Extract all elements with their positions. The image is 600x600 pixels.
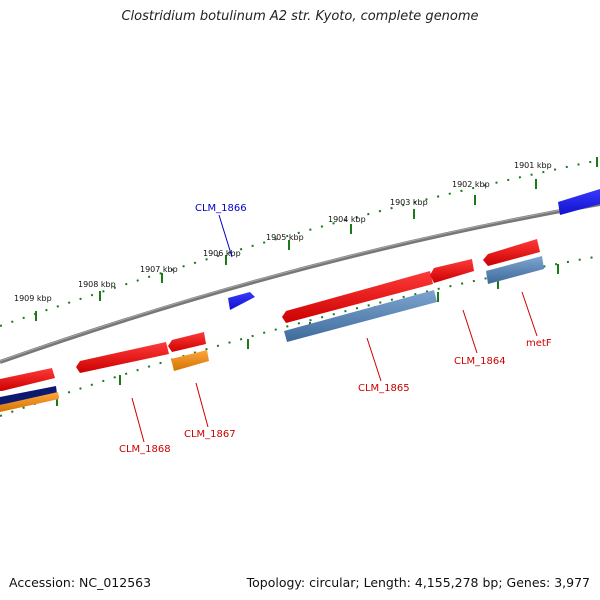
leader-CLM-1867 xyxy=(195,382,209,428)
genome-backbone-highlight xyxy=(0,202,600,362)
scale-label-1902: 1902 kbp xyxy=(452,180,490,189)
scale-label-1907: 1907 kbp xyxy=(140,265,178,274)
gene-CLM-1864-forward[interactable] xyxy=(430,259,474,283)
gene-metF-steel[interactable] xyxy=(486,256,544,284)
scale-label-1909: 1909 kbp xyxy=(14,294,52,303)
scale-label-1901: 1901 kbp xyxy=(514,161,552,170)
gene-CLM-1865-forward[interactable] xyxy=(282,271,433,323)
scale-label-1904: 1904 kbp xyxy=(328,215,366,224)
gene-CLM-1867[interactable] xyxy=(168,332,206,352)
leader-CLM-1866 xyxy=(218,214,233,258)
label-CLM-1867: CLM_1867 xyxy=(184,429,236,440)
leader-metF xyxy=(521,291,538,337)
scale-label-1903: 1903 kbp xyxy=(390,198,428,207)
scale-label-1905: 1905 kbp xyxy=(266,233,304,242)
outer-tick-track xyxy=(0,159,600,327)
label-CLM-1865: CLM_1865 xyxy=(358,383,410,394)
outer-major-ticks xyxy=(35,157,598,321)
gene-CLM-1865-steel[interactable] xyxy=(284,290,437,342)
rna-orange-left-edge[interactable] xyxy=(0,392,59,412)
label-CLM-1864: CLM_1864 xyxy=(454,356,506,367)
leader-CLM-1864 xyxy=(462,309,478,354)
accession-text: Accession: NC_012563 xyxy=(9,575,152,590)
gene-red-left-edge[interactable] xyxy=(0,368,55,391)
scale-label-1908: 1908 kbp xyxy=(78,280,116,289)
genome-backbone xyxy=(0,202,600,364)
label-CLM-1866: CLM_1866 xyxy=(195,203,247,214)
gene-CLM-1868[interactable] xyxy=(76,342,169,373)
genome-summary-text: Topology: circular; Length: 4,155,278 bp… xyxy=(246,575,590,590)
map-title: Clostridium botulinum A2 str. Kyoto, com… xyxy=(121,9,479,24)
scale-label-1906: 1906 kbp xyxy=(203,249,241,258)
gene-metF[interactable] xyxy=(483,239,540,266)
gene-navy-left-edge[interactable] xyxy=(0,386,57,405)
label-metF: metF xyxy=(526,338,552,349)
gene-blue-right-edge[interactable] xyxy=(558,189,600,215)
leader-CLM-1865 xyxy=(366,337,382,382)
rna-orange-CLM-1867[interactable] xyxy=(171,350,209,371)
gene-CLM-1866[interactable] xyxy=(228,292,255,310)
label-CLM-1868: CLM_1868 xyxy=(119,444,171,455)
leader-CLM-1868 xyxy=(131,397,145,443)
